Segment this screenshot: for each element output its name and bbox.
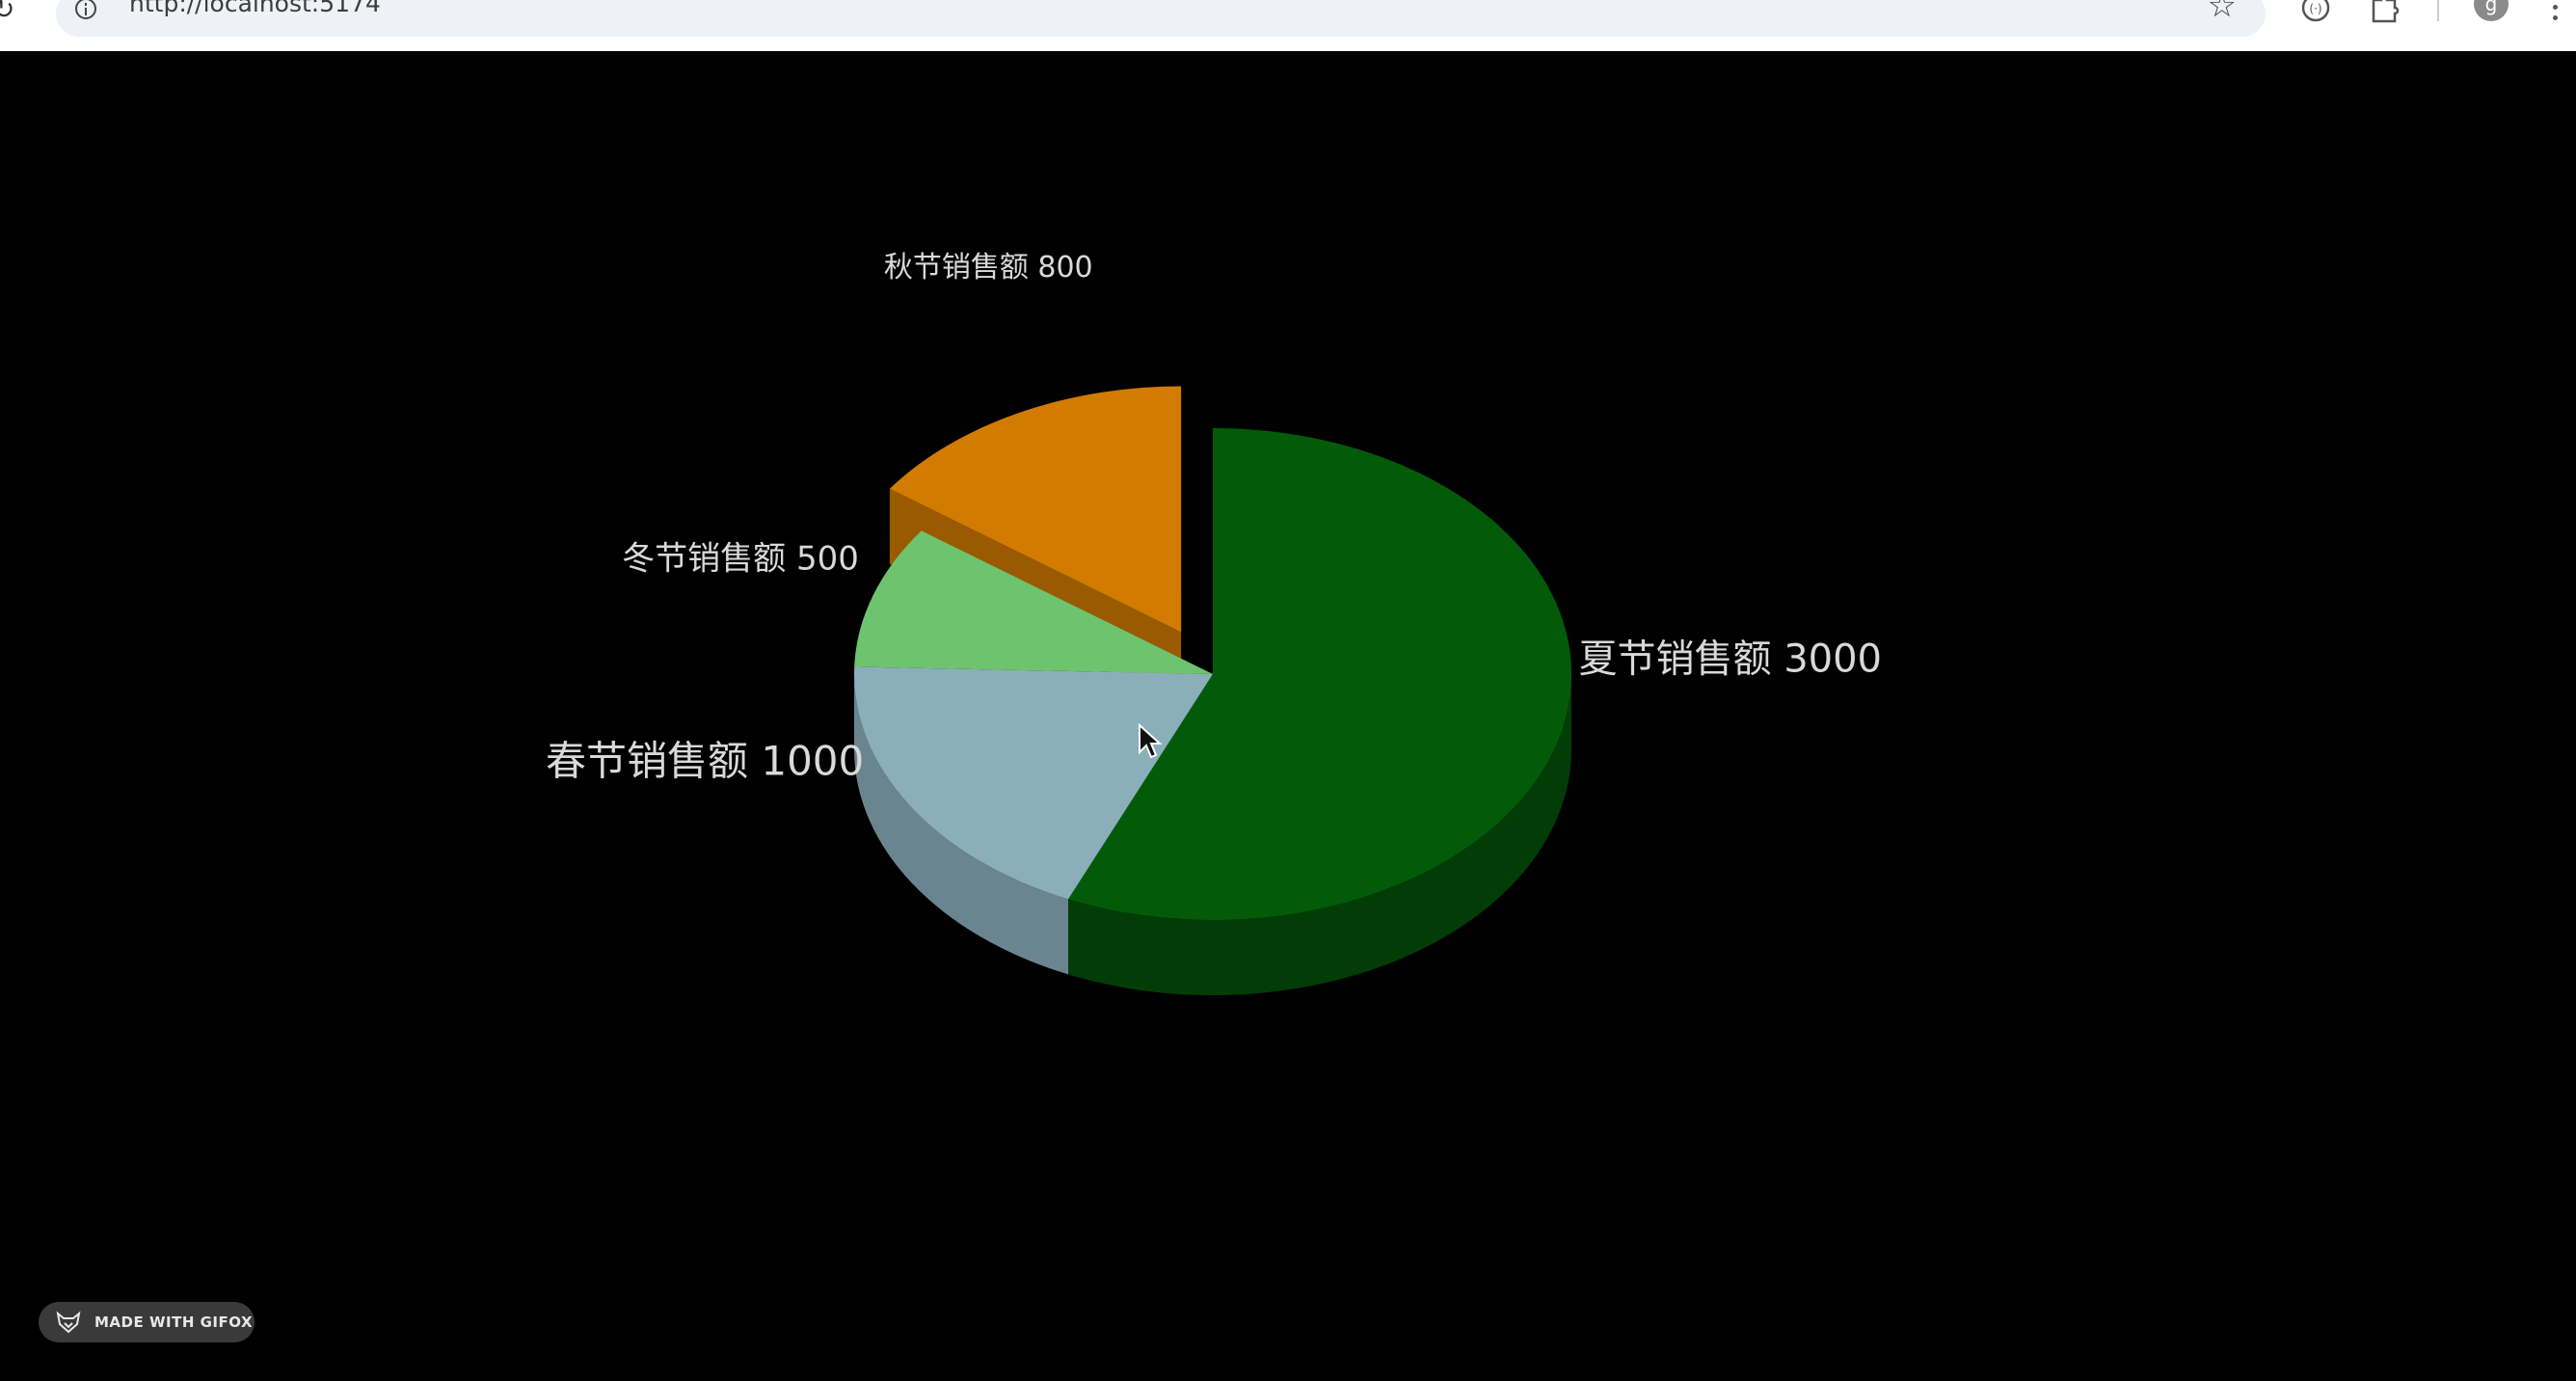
slice-e5a48fe88a82e99480e594ae-side: [1068, 674, 1571, 995]
profile-avatar[interactable]: g: [2474, 0, 2509, 21]
pie-slices: [854, 386, 1571, 920]
reload-icon[interactable]: ↻: [0, 0, 15, 25]
slice-e698a5e88a82e99480e594ae-top[interactable]: [854, 666, 1213, 900]
url-text[interactable]: http://localhost:5174: [129, 0, 381, 17]
slice-e586ace88a82e99480e594ae-top[interactable]: [854, 530, 1213, 674]
address-bar[interactable]: http://localhost:5174 ☆: [56, 0, 2266, 37]
slice-e5a48fe88a82e99480e594ae-label: 夏节销售额 3000: [1578, 637, 1882, 682]
slice-e5a48fe88a82e99480e594ae-top[interactable]: [1068, 428, 1571, 920]
site-info-icon[interactable]: [75, 0, 96, 19]
gifox-badge-text: MADE WITH GIFOX: [94, 1313, 254, 1331]
extensions-puzzle-icon[interactable]: [2368, 0, 2401, 23]
bookmark-star-icon[interactable]: ☆: [2207, 0, 2237, 25]
slice-e698a5e88a82e99480e594ae-side: [854, 674, 1069, 975]
pie-labels: 夏节销售额 3000 春节销售额 1000 冬节销售额 500 秋节销售额 800: [546, 251, 1882, 784]
browser-toolbar: ↻ http://localhost:5174 ☆ (·) g: [0, 0, 2576, 51]
toolbar-divider: [2437, 0, 2439, 21]
mouse-cursor-icon: [1139, 723, 1163, 759]
media-extension-icon[interactable]: (·): [2300, 0, 2331, 23]
slice-e7a78be88a82e99480e594ae-label: 秋节销售额 800: [884, 251, 1093, 284]
slice-e7a78be88a82e99480e594ae-top[interactable]: [889, 386, 1182, 633]
gifox-badge[interactable]: MADE WITH GIFOX: [39, 1302, 255, 1342]
svg-text:(·): (·): [2309, 2, 2321, 15]
slice-e586ace88a82e99480e594ae-label: 冬节销售额 500: [622, 540, 859, 579]
fox-logo-icon: [56, 1311, 81, 1334]
kebab-menu-icon[interactable]: [2553, 0, 2561, 23]
slice-e698a5e88a82e99480e594ae-label: 春节销售额 1000: [546, 738, 864, 785]
pie-chart-3d: 夏节销售额 3000 春节销售额 1000 冬节销售额 500 秋节销售额 800: [546, 251, 1882, 995]
